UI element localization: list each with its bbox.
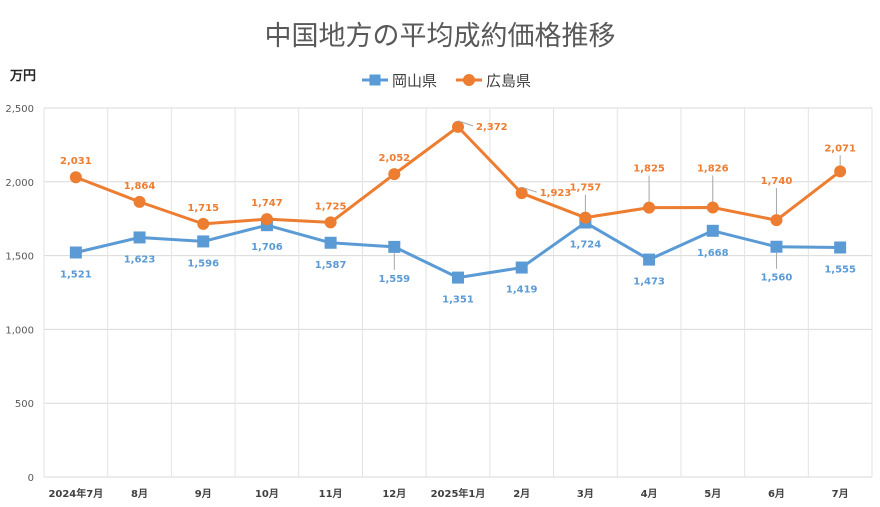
data-label: 1,740 <box>761 176 793 187</box>
data-point-marker <box>643 201 656 214</box>
data-point-marker <box>260 213 273 226</box>
data-label: 1,351 <box>442 295 474 306</box>
legend: 岡山県 広島県 <box>362 72 531 90</box>
data-point-marker <box>643 253 656 266</box>
data-point-marker <box>133 195 146 208</box>
legend-label: 広島県 <box>486 72 531 90</box>
chart-title: 中国地方の平均成約価格推移 <box>265 21 616 52</box>
data-label: 2,372 <box>476 122 508 133</box>
x-tick-label: 6月 <box>768 488 785 500</box>
data-label: 1,668 <box>697 248 729 259</box>
data-label-leader <box>521 186 537 193</box>
data-point-marker <box>706 224 719 237</box>
x-tick-label: 4月 <box>641 488 658 500</box>
data-label-leader <box>457 120 474 127</box>
data-label: 1,715 <box>187 203 219 214</box>
y-tick-label: 1,500 <box>5 252 34 263</box>
x-axis: 2024年7月 8月 9月 10月 11月 12月 2025年1月 2月 3月 4月 5月 6月 7月 <box>48 487 848 500</box>
data-point-marker <box>133 231 146 244</box>
data-point-marker <box>515 261 528 274</box>
y-axis: 0 500 1,000 1,500 2,000 2,500 <box>5 104 34 484</box>
data-point-marker <box>770 240 783 253</box>
x-tick-label: 11月 <box>319 488 343 500</box>
data-point-marker <box>388 240 401 253</box>
data-point-marker <box>706 201 719 214</box>
data-point-marker <box>324 236 337 249</box>
data-label: 1,757 <box>570 183 602 194</box>
data-point-marker <box>388 168 401 181</box>
data-label: 1,706 <box>251 242 283 253</box>
x-tick-label: 7月 <box>832 488 849 500</box>
x-tick-label: 5月 <box>704 488 721 500</box>
data-label: 1,521 <box>60 270 92 281</box>
y-tick-label: 2,500 <box>5 104 34 115</box>
x-tick-label: 8月 <box>131 488 148 500</box>
data-label: 1,923 <box>540 188 572 199</box>
x-tick-label: 2024年7月 <box>48 487 103 500</box>
data-label: 1,555 <box>824 264 856 275</box>
legend-marker <box>369 74 381 86</box>
x-tick-label: 12月 <box>382 488 406 500</box>
legend-item: 広島県 <box>456 72 531 90</box>
data-label: 1,560 <box>761 273 793 284</box>
data-label: 1,864 <box>124 181 156 192</box>
data-point-marker <box>324 216 337 229</box>
x-tick-label: 10月 <box>255 488 279 500</box>
data-label: 2,052 <box>378 153 410 164</box>
legend-marker <box>463 74 475 86</box>
y-axis-unit-label: 万円 <box>9 69 36 84</box>
x-tick-label: 2月 <box>513 488 530 500</box>
data-label: 1,596 <box>187 258 219 269</box>
x-tick-label: 3月 <box>577 488 594 500</box>
data-label: 1,559 <box>378 274 410 285</box>
data-label: 1,724 <box>570 240 602 251</box>
y-tick-label: 2,000 <box>5 178 34 189</box>
data-point-marker <box>770 214 783 227</box>
y-tick-label: 0 <box>28 473 34 484</box>
legend-label: 岡山県 <box>392 72 437 90</box>
data-point-marker <box>452 120 464 133</box>
data-label: 1,825 <box>633 164 665 175</box>
data-label: 2,031 <box>60 156 92 167</box>
data-label: 1,725 <box>315 201 347 212</box>
data-point-marker <box>579 211 592 224</box>
data-point-marker <box>515 187 528 200</box>
data-point-marker <box>834 165 847 178</box>
gridlines <box>43 107 873 478</box>
data-label: 1,747 <box>251 198 283 209</box>
x-tick-label: 9月 <box>195 488 212 500</box>
data-point-marker <box>834 241 847 254</box>
data-point-marker <box>197 217 210 230</box>
data-label: 1,623 <box>124 254 156 265</box>
data-point-marker <box>69 171 82 184</box>
data-label: 2,071 <box>824 143 856 154</box>
data-label: 1,587 <box>315 260 347 271</box>
data-label: 1,419 <box>506 285 538 296</box>
x-tick-label: 2025年1月 <box>431 487 486 500</box>
data-label: 1,826 <box>697 163 729 174</box>
data-label: 1,473 <box>633 277 665 288</box>
data-point-marker <box>69 246 82 259</box>
y-tick-label: 500 <box>15 399 34 410</box>
y-tick-label: 1,000 <box>5 325 34 336</box>
series-layer <box>69 120 847 284</box>
legend-item: 岡山県 <box>362 72 437 90</box>
data-point-marker <box>197 235 210 248</box>
data-point-marker <box>452 271 464 284</box>
data-labels: 1,521 1,623 1,596 1,706 1,587 1,559 1,351 1,419… <box>60 120 856 306</box>
